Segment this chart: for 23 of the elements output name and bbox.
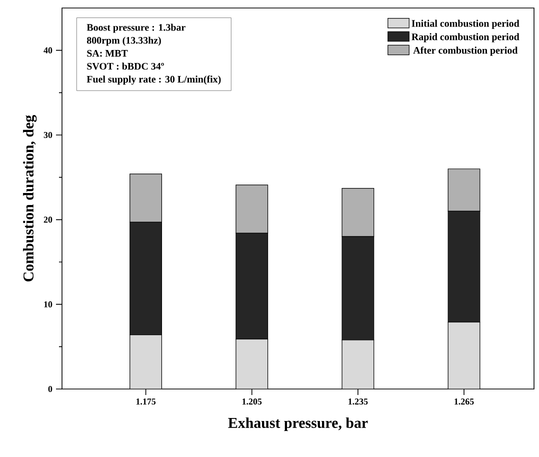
y-axis-title: Combustion duration, deg xyxy=(23,115,37,282)
y-tick-label: 0 xyxy=(48,386,52,392)
y-tick-label: 10 xyxy=(44,301,52,308)
bar xyxy=(130,334,162,389)
x-tick-label: 1.235 xyxy=(348,398,368,405)
legend-label: Rapid combustion period xyxy=(412,33,520,42)
annotation: Boost pressure : 1.3bar xyxy=(86,24,186,33)
annotation: SA: MBT xyxy=(87,50,128,57)
x-tick-label: 1.205 xyxy=(242,398,262,405)
x-tick-label: 1.265 xyxy=(454,398,474,405)
annotation: SVOT : bBDC 34º xyxy=(87,62,164,70)
x-tick-label: 1.175 xyxy=(136,398,156,405)
annotation: 800rpm (13.33hz) xyxy=(86,36,161,46)
y-tick-label: 30 xyxy=(44,132,52,138)
bar xyxy=(236,338,268,389)
y-tick-label: 20 xyxy=(44,216,52,223)
legend-label: Initial combustion period xyxy=(412,20,520,29)
bar xyxy=(342,340,374,389)
y-tick-label: 40 xyxy=(44,47,52,54)
annotation: Fuel supply rate : 30 L/min(fix) xyxy=(86,75,221,85)
bar xyxy=(448,322,480,389)
legend-label: After combustion period xyxy=(413,46,518,56)
x-axis-title: Exhaust pressure, bar xyxy=(228,417,368,432)
